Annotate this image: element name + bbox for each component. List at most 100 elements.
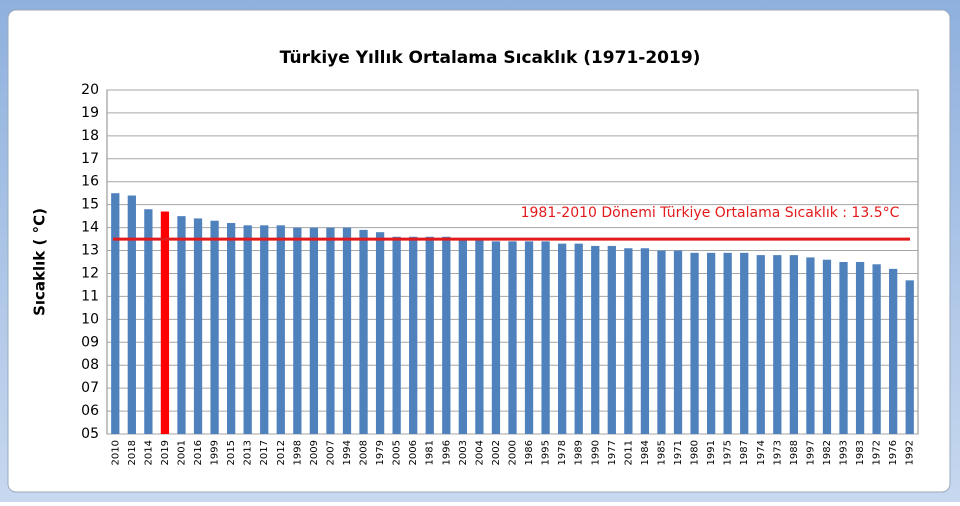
bar: [243, 225, 252, 434]
x-tick-label: 2012: [276, 440, 287, 465]
bar: [458, 239, 467, 434]
bar: [905, 280, 914, 434]
bar: [226, 223, 236, 434]
bar: [475, 239, 484, 434]
x-tick-label: 1992: [905, 440, 916, 465]
bar: [889, 268, 898, 434]
bar: [144, 209, 153, 434]
y-tick-label: 20: [81, 82, 99, 98]
x-tick-label: 1979: [375, 440, 386, 465]
x-tick-label: 1978: [557, 440, 568, 465]
y-tick-label: 08: [81, 357, 99, 373]
x-tick-label: 1993: [839, 440, 850, 465]
x-tick-label: 2000: [508, 440, 519, 465]
x-tick-label: 2014: [143, 440, 154, 465]
bar: [756, 255, 765, 434]
bar: [773, 255, 782, 434]
x-tick-label: 1976: [888, 440, 899, 465]
x-tick-label: 1974: [756, 440, 767, 465]
bar: [359, 229, 368, 434]
x-tick-label: 2006: [408, 440, 419, 465]
y-tick-label: 11: [81, 288, 99, 304]
x-tick-label: 2015: [226, 440, 237, 465]
bar: [706, 252, 716, 434]
y-tick-label: 12: [81, 265, 99, 281]
bar: [855, 262, 865, 434]
bar: [160, 211, 170, 434]
x-tick-label: 1986: [524, 440, 535, 465]
x-tick-label: 1982: [822, 440, 833, 465]
bar: [558, 243, 567, 434]
x-tick-label: 1998: [292, 440, 303, 465]
x-tick-label: 2013: [243, 440, 254, 465]
bar: [723, 252, 732, 434]
bar: [789, 255, 799, 434]
bar: [177, 216, 186, 434]
x-tick-label: 1990: [590, 440, 601, 465]
x-tick-label: 1985: [656, 440, 667, 465]
x-tick-label: 1975: [723, 440, 734, 465]
bar: [806, 257, 815, 434]
x-tick-label: 2003: [458, 440, 469, 465]
bar: [591, 245, 600, 434]
bar: [392, 236, 401, 434]
reference-label: 1981-2010 Dönemi Türkiye Ortalama Sıcakl…: [521, 205, 900, 221]
chart-title: Türkiye Yıllık Ortalama Sıcaklık (1971-2…: [280, 48, 701, 68]
bar: [657, 250, 666, 434]
bar: [508, 241, 517, 434]
bar: [839, 262, 848, 434]
x-tick-label: 1972: [872, 440, 883, 465]
x-tick-label: 1991: [706, 440, 717, 465]
x-tick-label: 1981: [425, 440, 436, 465]
bar: [326, 227, 335, 434]
y-tick-label: 07: [81, 380, 99, 396]
bar: [690, 252, 699, 434]
y-tick-label: 09: [81, 334, 99, 350]
bar: [673, 250, 683, 434]
bar: [640, 248, 650, 434]
bar: [822, 259, 832, 434]
y-tick-label: 16: [81, 174, 99, 190]
bar: [574, 243, 583, 434]
y-tick-label: 10: [81, 311, 99, 327]
x-tick-label: 1977: [607, 440, 618, 465]
x-tick-label: 2017: [259, 440, 270, 465]
bar: [607, 245, 616, 434]
x-tick-label: 1996: [441, 440, 452, 465]
x-tick-label: 2008: [359, 440, 370, 465]
x-tick-label: 1983: [855, 440, 866, 465]
x-tick-label: 2001: [176, 440, 187, 465]
y-tick-label: 19: [81, 105, 99, 121]
bar: [524, 241, 534, 434]
x-tick-label: 1994: [342, 440, 353, 465]
bar: [276, 225, 285, 434]
x-tick-label: 2007: [325, 440, 336, 465]
x-tick-label: 1999: [210, 440, 221, 465]
x-tick-label: 1997: [805, 440, 816, 465]
bar: [425, 236, 434, 434]
bar: [375, 232, 385, 434]
x-tick-label: 1988: [789, 440, 800, 465]
bar: [293, 227, 302, 434]
x-tick-label: 2005: [392, 440, 403, 465]
x-tick-label: 1973: [772, 440, 783, 465]
x-tick-label: 1995: [541, 440, 552, 465]
y-tick-label: 15: [81, 197, 99, 213]
y-axis-label: Sıcaklık ( °C): [31, 208, 49, 316]
x-tick-label: 2011: [623, 440, 634, 465]
y-tick-label: 06: [81, 403, 99, 419]
bar: [872, 264, 881, 434]
x-tick-label: 2016: [193, 440, 204, 465]
bar: [193, 218, 203, 434]
x-tick-label: 1984: [640, 440, 651, 465]
bar: [210, 220, 219, 434]
x-tick-label: 1980: [690, 440, 701, 465]
bar: [409, 236, 418, 434]
x-tick-label: 1989: [574, 440, 585, 465]
x-tick-label: 2004: [474, 440, 485, 465]
bar: [624, 248, 633, 434]
y-tick-label: 14: [81, 220, 99, 236]
bar: [740, 252, 749, 434]
x-tick-label: 2010: [110, 440, 121, 465]
